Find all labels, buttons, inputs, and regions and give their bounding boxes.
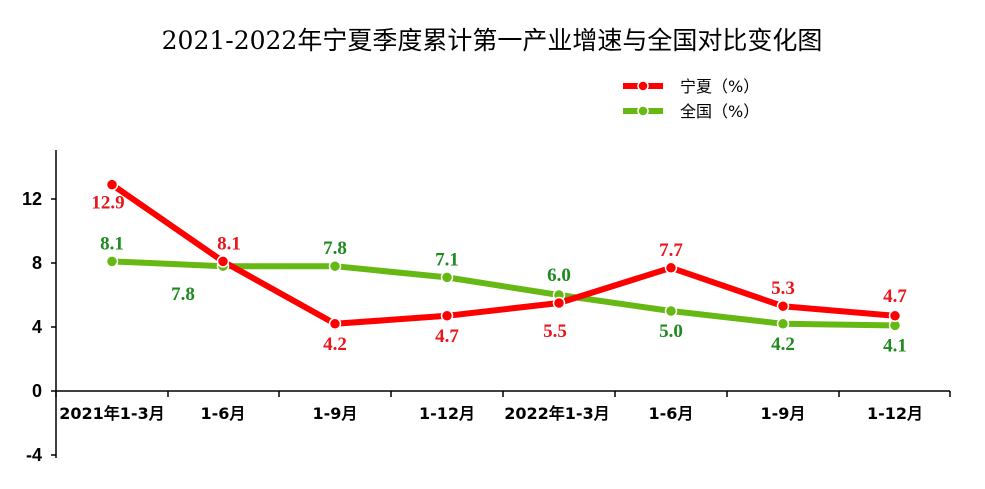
point-s1-5 (664, 304, 678, 318)
point-s0-1 (216, 255, 230, 268)
series-line-0 (109, 181, 898, 327)
data-label-s0-7: 4.7 (883, 286, 907, 307)
x-tick-label-5: 1-6月 (649, 404, 694, 423)
y-tick-label-2: 4 (32, 317, 42, 337)
x-tick-label-3: 1-12月 (419, 404, 475, 423)
data-label-s1-3: 7.1 (435, 249, 459, 270)
data-label-s0-5: 7.7 (659, 240, 683, 261)
point-s0-5 (664, 261, 678, 275)
x-tick-label-4: 2022年1-3月 (504, 404, 609, 423)
point-s0-4 (552, 296, 566, 310)
axes: 12 8 4 0 -4 2021年1-3月 1-6月 1-9月 1-12月 2022年1-3月 1-… (22, 150, 951, 465)
data-label-s1-4: 6.0 (547, 265, 571, 286)
point-s0-6 (776, 299, 790, 313)
data-label-s0-6: 5.3 (771, 278, 795, 299)
point-s0-3 (440, 309, 454, 323)
legend-label-0: 宁夏（%） (680, 77, 759, 96)
data-label-s0-2: 4.2 (323, 334, 347, 355)
data-label-s1-7: 4.1 (883, 335, 907, 356)
legend-label-1: 全国（%） (680, 102, 759, 121)
data-label-s0-0: 12.9 (91, 193, 124, 214)
series-line-1 (109, 258, 898, 329)
data-label-s1-2: 7.8 (323, 238, 347, 259)
x-tick-label-2: 1-9月 (313, 404, 358, 423)
data-label-s1-6: 4.2 (771, 334, 795, 355)
point-s1-6 (776, 317, 790, 331)
x-tick-label-7: 1-12月 (867, 404, 923, 423)
legend-marker-0 (637, 80, 649, 92)
data-label-s0-1: 8.1 (217, 233, 241, 254)
x-tick-label-6: 1-9月 (761, 404, 806, 423)
data-label-s0-4: 5.5 (543, 321, 567, 342)
data-label-s1-5: 5.0 (659, 321, 683, 342)
legend: 宁夏（%） 全国（%） (623, 77, 759, 121)
series-layer (105, 178, 902, 332)
data-labels: 12.9 8.1 4.2 4.7 5.5 7.7 5.3 4.7 8.1 7.8 7.8 7.1 6.0… (91, 193, 907, 357)
x-tick-label-1: 1-6月 (201, 404, 246, 423)
point-s1-3 (440, 271, 454, 284)
point-s0-0 (105, 178, 119, 191)
data-label-s1-1: 7.8 (171, 284, 195, 305)
y-tick-label-0: 12 (22, 189, 42, 209)
legend-marker-1 (637, 105, 649, 117)
point-s0-2 (328, 317, 342, 331)
data-label-s0-3: 4.7 (435, 326, 459, 347)
point-s1-2 (328, 259, 342, 273)
point-s0-7 (888, 309, 902, 323)
x-tick-label-0: 2021年1-3月 (59, 404, 164, 423)
y-tick-label-1: 8 (32, 253, 42, 273)
data-label-s1-0: 8.1 (100, 233, 124, 254)
point-s1-0 (105, 255, 119, 268)
y-tick-label-3: 0 (32, 381, 42, 401)
y-tick-label-4: -4 (26, 445, 42, 465)
chart-title: 2021-2022年宁夏季度累计第一产业增速与全国对比变化图 (162, 26, 823, 55)
